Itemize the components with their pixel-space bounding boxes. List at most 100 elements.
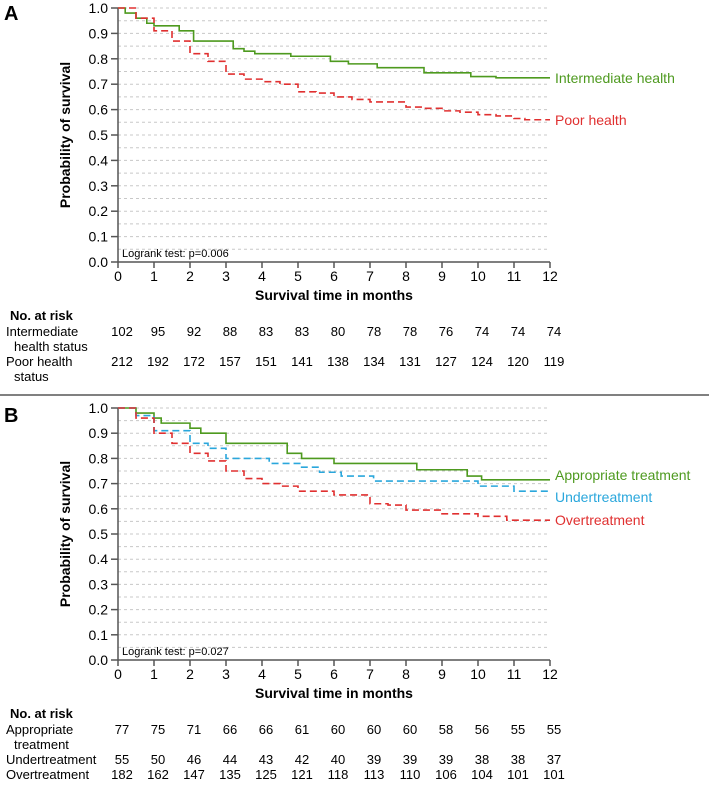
x-axis-label: Survival time in months: [255, 685, 413, 701]
risk-count: 77: [115, 722, 129, 737]
risk-count: 101: [507, 767, 529, 782]
x-tick-label: 4: [258, 666, 266, 682]
risk-count: 58: [439, 722, 453, 737]
x-tick-label: 7: [366, 268, 374, 284]
x-tick-label: 11: [507, 268, 522, 284]
risk-count: 80: [331, 324, 345, 339]
risk-count: 66: [259, 722, 273, 737]
risk-count: 113: [364, 767, 385, 782]
y-tick-label: 0.0: [89, 652, 109, 668]
y-tick-label: 0.4: [89, 551, 109, 567]
x-tick-label: 10: [470, 268, 486, 284]
x-tick-label: 0: [114, 666, 122, 682]
risk-count: 119: [544, 354, 565, 369]
x-tick-label: 1: [150, 666, 158, 682]
y-tick-label: 0.6: [89, 501, 109, 517]
x-tick-label: 9: [438, 666, 446, 682]
risk-count: 38: [511, 752, 525, 767]
risk-row-label: status: [14, 369, 49, 384]
risk-count: 39: [439, 752, 453, 767]
x-tick-label: 12: [542, 666, 558, 682]
logrank-annotation: Logrank test: p=0.006: [122, 248, 229, 260]
risk-count: 74: [511, 324, 525, 339]
y-axis-label: Probability of survival: [57, 461, 73, 607]
panel-label: B: [4, 405, 18, 427]
x-tick-label: 7: [366, 666, 374, 682]
risk-count: 192: [147, 354, 169, 369]
survival-curve-intermediate-health: [118, 7, 550, 79]
risk-count: 88: [223, 324, 237, 339]
risk-row-label: Appropriate: [6, 722, 73, 737]
x-tick-label: 12: [542, 268, 558, 284]
risk-count: 61: [295, 722, 309, 737]
risk-count: 55: [511, 722, 525, 737]
risk-row-label: Undertreatment: [6, 752, 97, 767]
risk-count: 124: [471, 354, 493, 369]
series-label: Overtreatment: [555, 512, 645, 528]
risk-count: 134: [363, 354, 385, 369]
risk-count: 43: [259, 752, 273, 767]
y-tick-label: 0.9: [89, 25, 109, 41]
risk-count: 104: [471, 767, 493, 782]
risk-count: 131: [399, 354, 421, 369]
risk-count: 66: [223, 722, 237, 737]
x-tick-label: 3: [222, 268, 230, 284]
risk-count: 42: [295, 752, 309, 767]
y-tick-label: 0.7: [89, 76, 109, 92]
y-tick-label: 0.1: [89, 229, 109, 245]
x-tick-label: 2: [186, 666, 194, 682]
x-tick-label: 11: [507, 666, 522, 682]
risk-row-label: health status: [14, 339, 88, 354]
risk-count: 147: [183, 767, 205, 782]
risk-count: 83: [259, 324, 273, 339]
risk-count: 151: [255, 354, 277, 369]
risk-count: 83: [295, 324, 309, 339]
x-tick-label: 4: [258, 268, 266, 284]
risk-row-label: treatment: [14, 737, 69, 752]
x-tick-label: 6: [330, 666, 338, 682]
x-tick-label: 2: [186, 268, 194, 284]
y-tick-label: 0.3: [89, 178, 109, 194]
series-label: Poor health: [555, 112, 627, 128]
y-tick-label: 1.0: [89, 400, 109, 416]
risk-count: 60: [367, 722, 381, 737]
risk-count: 78: [403, 324, 417, 339]
series-label: Intermediate health: [555, 70, 675, 86]
logrank-annotation: Logrank test: p=0.027: [122, 646, 229, 658]
y-tick-label: 0.9: [89, 425, 109, 441]
risk-count: 212: [111, 354, 133, 369]
x-tick-label: 1: [150, 268, 158, 284]
y-tick-label: 0.5: [89, 127, 109, 143]
y-tick-label: 0.6: [89, 102, 109, 118]
x-tick-label: 0: [114, 268, 122, 284]
risk-count: 39: [403, 752, 417, 767]
risk-count: 118: [328, 767, 349, 782]
x-tick-label: 9: [438, 268, 446, 284]
risk-count: 141: [291, 354, 313, 369]
y-tick-label: 0.1: [89, 627, 109, 643]
risk-count: 125: [255, 767, 277, 782]
x-tick-label: 10: [470, 666, 486, 682]
risk-row-label: Intermediate: [6, 324, 78, 339]
risk-row-label: Overtreatment: [6, 767, 89, 782]
x-tick-label: 8: [402, 268, 410, 284]
risk-count: 135: [219, 767, 241, 782]
y-tick-label: 0.0: [89, 254, 109, 270]
y-tick-label: 0.3: [89, 576, 109, 592]
y-tick-label: 0.8: [89, 51, 109, 67]
survival-curve-appropriate-treatment: [118, 407, 550, 481]
risk-count: 37: [547, 752, 561, 767]
risk-table-title: No. at risk: [10, 308, 74, 323]
x-axis-label: Survival time in months: [255, 287, 413, 303]
survival-curve-undertreatment: [118, 407, 550, 492]
y-tick-label: 0.2: [89, 602, 109, 618]
risk-count: 101: [543, 767, 565, 782]
x-tick-label: 8: [402, 666, 410, 682]
risk-count: 46: [187, 752, 201, 767]
risk-count: 55: [115, 752, 129, 767]
y-tick-label: 0.2: [89, 203, 109, 219]
risk-count: 71: [187, 722, 201, 737]
risk-count: 95: [151, 324, 165, 339]
y-tick-label: 0.7: [89, 476, 109, 492]
